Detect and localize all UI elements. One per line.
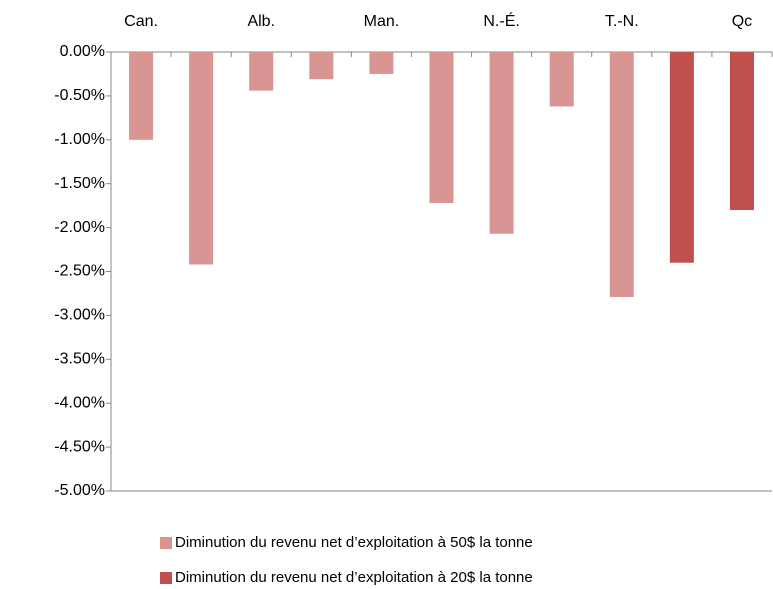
x-tick-label: N.-É.	[483, 11, 519, 30]
bar	[249, 52, 274, 91]
bar	[489, 52, 514, 234]
legend-swatch	[160, 537, 172, 549]
x-tick-label: Man.	[364, 13, 400, 30]
bar	[429, 52, 454, 204]
x-tick-label: Can.	[124, 13, 158, 30]
y-tick-label: -3.50%	[54, 351, 105, 368]
y-tick-label: -0.50%	[54, 87, 105, 104]
bar	[549, 52, 574, 107]
x-tick-label: T.-N.	[605, 13, 639, 30]
y-tick-label: -3.00%	[54, 307, 105, 324]
legend-text: Diminution du revenu net d’exploitation …	[175, 534, 533, 551]
bar	[369, 52, 394, 74]
bar	[309, 52, 334, 80]
bar	[129, 52, 154, 140]
legend-text: Diminution du revenu net d’exploitation …	[175, 569, 533, 586]
y-tick-label: -5.00%	[54, 482, 105, 499]
x-tick-label: Alb.	[247, 13, 275, 30]
bar	[729, 52, 754, 211]
y-tick-label: -1.50%	[54, 175, 105, 192]
y-tick-label: -1.00%	[54, 131, 105, 148]
y-tick-label: -2.00%	[54, 219, 105, 236]
y-tick-label: -4.50%	[54, 438, 105, 455]
legend-swatch	[160, 572, 172, 584]
x-tick-label: Qc	[732, 13, 752, 30]
bar	[609, 52, 634, 297]
y-tick-label: -4.00%	[54, 394, 105, 411]
bar	[669, 52, 694, 263]
y-tick-label: -2.50%	[54, 263, 105, 280]
y-tick-label: 0.00%	[60, 43, 105, 60]
bar	[189, 52, 214, 265]
